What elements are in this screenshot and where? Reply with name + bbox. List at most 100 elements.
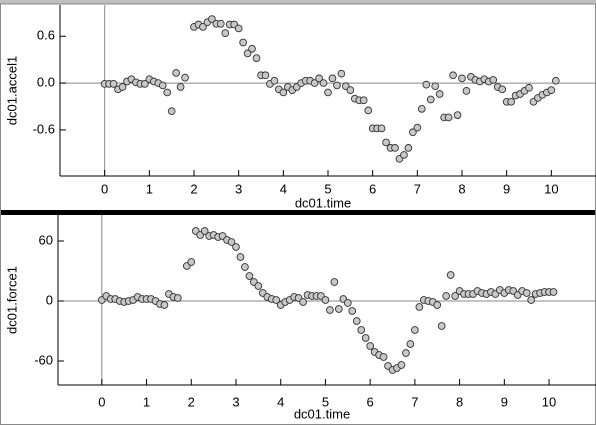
data-point [522, 289, 531, 297]
y-tick-label: 0.6 [37, 28, 55, 43]
x-tick-label: 1 [146, 181, 153, 196]
x-tick-label: 8 [456, 394, 463, 409]
data-point [245, 272, 254, 280]
data-point [118, 83, 127, 91]
data-point [409, 128, 417, 137]
data-point [270, 76, 279, 85]
data-point [404, 144, 413, 152]
data-point [252, 54, 261, 62]
data-point [444, 113, 453, 122]
data-point [359, 96, 368, 105]
data-point [361, 334, 370, 342]
data-point [310, 79, 319, 87]
data-point [453, 111, 462, 119]
data-point [402, 349, 410, 357]
x-tick-label: 1 [143, 394, 150, 409]
x-axis-label: dc01.time [295, 195, 351, 210]
data-point [451, 292, 459, 300]
data-point [498, 85, 507, 94]
data-point [417, 104, 426, 113]
data-point [507, 97, 515, 106]
data-point [525, 83, 533, 92]
x-tick-label: 5 [322, 394, 329, 409]
data-point [377, 124, 386, 133]
y-tick-label: -60 [34, 352, 53, 367]
data-point [382, 138, 390, 147]
data-point [379, 353, 388, 361]
data-point [227, 238, 236, 246]
data-point [163, 88, 172, 97]
data-point [181, 73, 189, 82]
data-point [232, 243, 240, 251]
data-point [243, 49, 252, 58]
data-point [109, 80, 118, 88]
data-point [413, 123, 422, 132]
data-point [160, 301, 169, 309]
data-point [337, 69, 346, 78]
data-point [346, 86, 355, 94]
data-point [426, 95, 435, 104]
data-point [549, 288, 558, 296]
data-point [158, 81, 167, 90]
data-point [221, 29, 230, 37]
x-tick-label: 10 [542, 394, 556, 409]
data-point [435, 90, 444, 98]
data-point [397, 361, 406, 369]
x-tick-label: 0 [101, 181, 108, 196]
y-tick-label: 60 [39, 232, 53, 247]
data-point [343, 299, 352, 307]
x-axis-label: dc01.time [294, 406, 350, 421]
data-point [241, 263, 249, 271]
x-tick-label: 9 [503, 181, 510, 196]
x-tick-label: 5 [324, 181, 331, 196]
data-point [248, 44, 256, 53]
data-point [366, 342, 375, 350]
data-point [333, 81, 341, 90]
data-point [433, 301, 442, 309]
x-tick-label: 4 [280, 181, 287, 196]
data-point [199, 23, 207, 31]
data-point [364, 106, 373, 115]
y-axis-label: dc01.force1 [4, 266, 19, 334]
data-point [328, 74, 337, 83]
x-tick-label: 3 [235, 181, 242, 196]
data-point [357, 326, 366, 334]
x-tick-label: 6 [367, 394, 374, 409]
data-point [449, 71, 457, 80]
y-axis-label: dc01.accel1 [4, 56, 19, 125]
x-tick-label: 7 [414, 181, 421, 196]
data-point [200, 227, 209, 235]
data-point [446, 271, 455, 279]
data-point [326, 306, 334, 314]
x-tick-label: 2 [190, 181, 197, 196]
data-point [167, 107, 176, 116]
divider [0, 210, 596, 215]
data-point [174, 294, 182, 302]
data-point [527, 296, 536, 304]
data-point [400, 151, 408, 159]
data-point [234, 24, 243, 33]
y-tick-label: -0.6 [33, 121, 55, 136]
data-point [299, 298, 307, 306]
data-point [462, 87, 471, 95]
data-point [458, 74, 466, 83]
data-point [319, 79, 328, 87]
data-point [141, 80, 149, 88]
data-point [172, 69, 180, 77]
top-bar [0, 0, 596, 4]
data-point [236, 253, 245, 261]
data-point [176, 83, 185, 91]
data-point [437, 322, 446, 330]
data-point [406, 340, 415, 348]
y-tick-label: 0.0 [37, 75, 55, 90]
x-tick-label: 6 [369, 181, 376, 196]
data-point [239, 38, 247, 47]
x-tick-label: 2 [188, 394, 195, 409]
data-point [547, 86, 556, 94]
data-point [330, 278, 339, 286]
data-point [415, 303, 424, 311]
x-tick-label: 4 [277, 394, 284, 409]
data-point [216, 19, 225, 28]
y-tick-label: 0 [46, 292, 53, 307]
